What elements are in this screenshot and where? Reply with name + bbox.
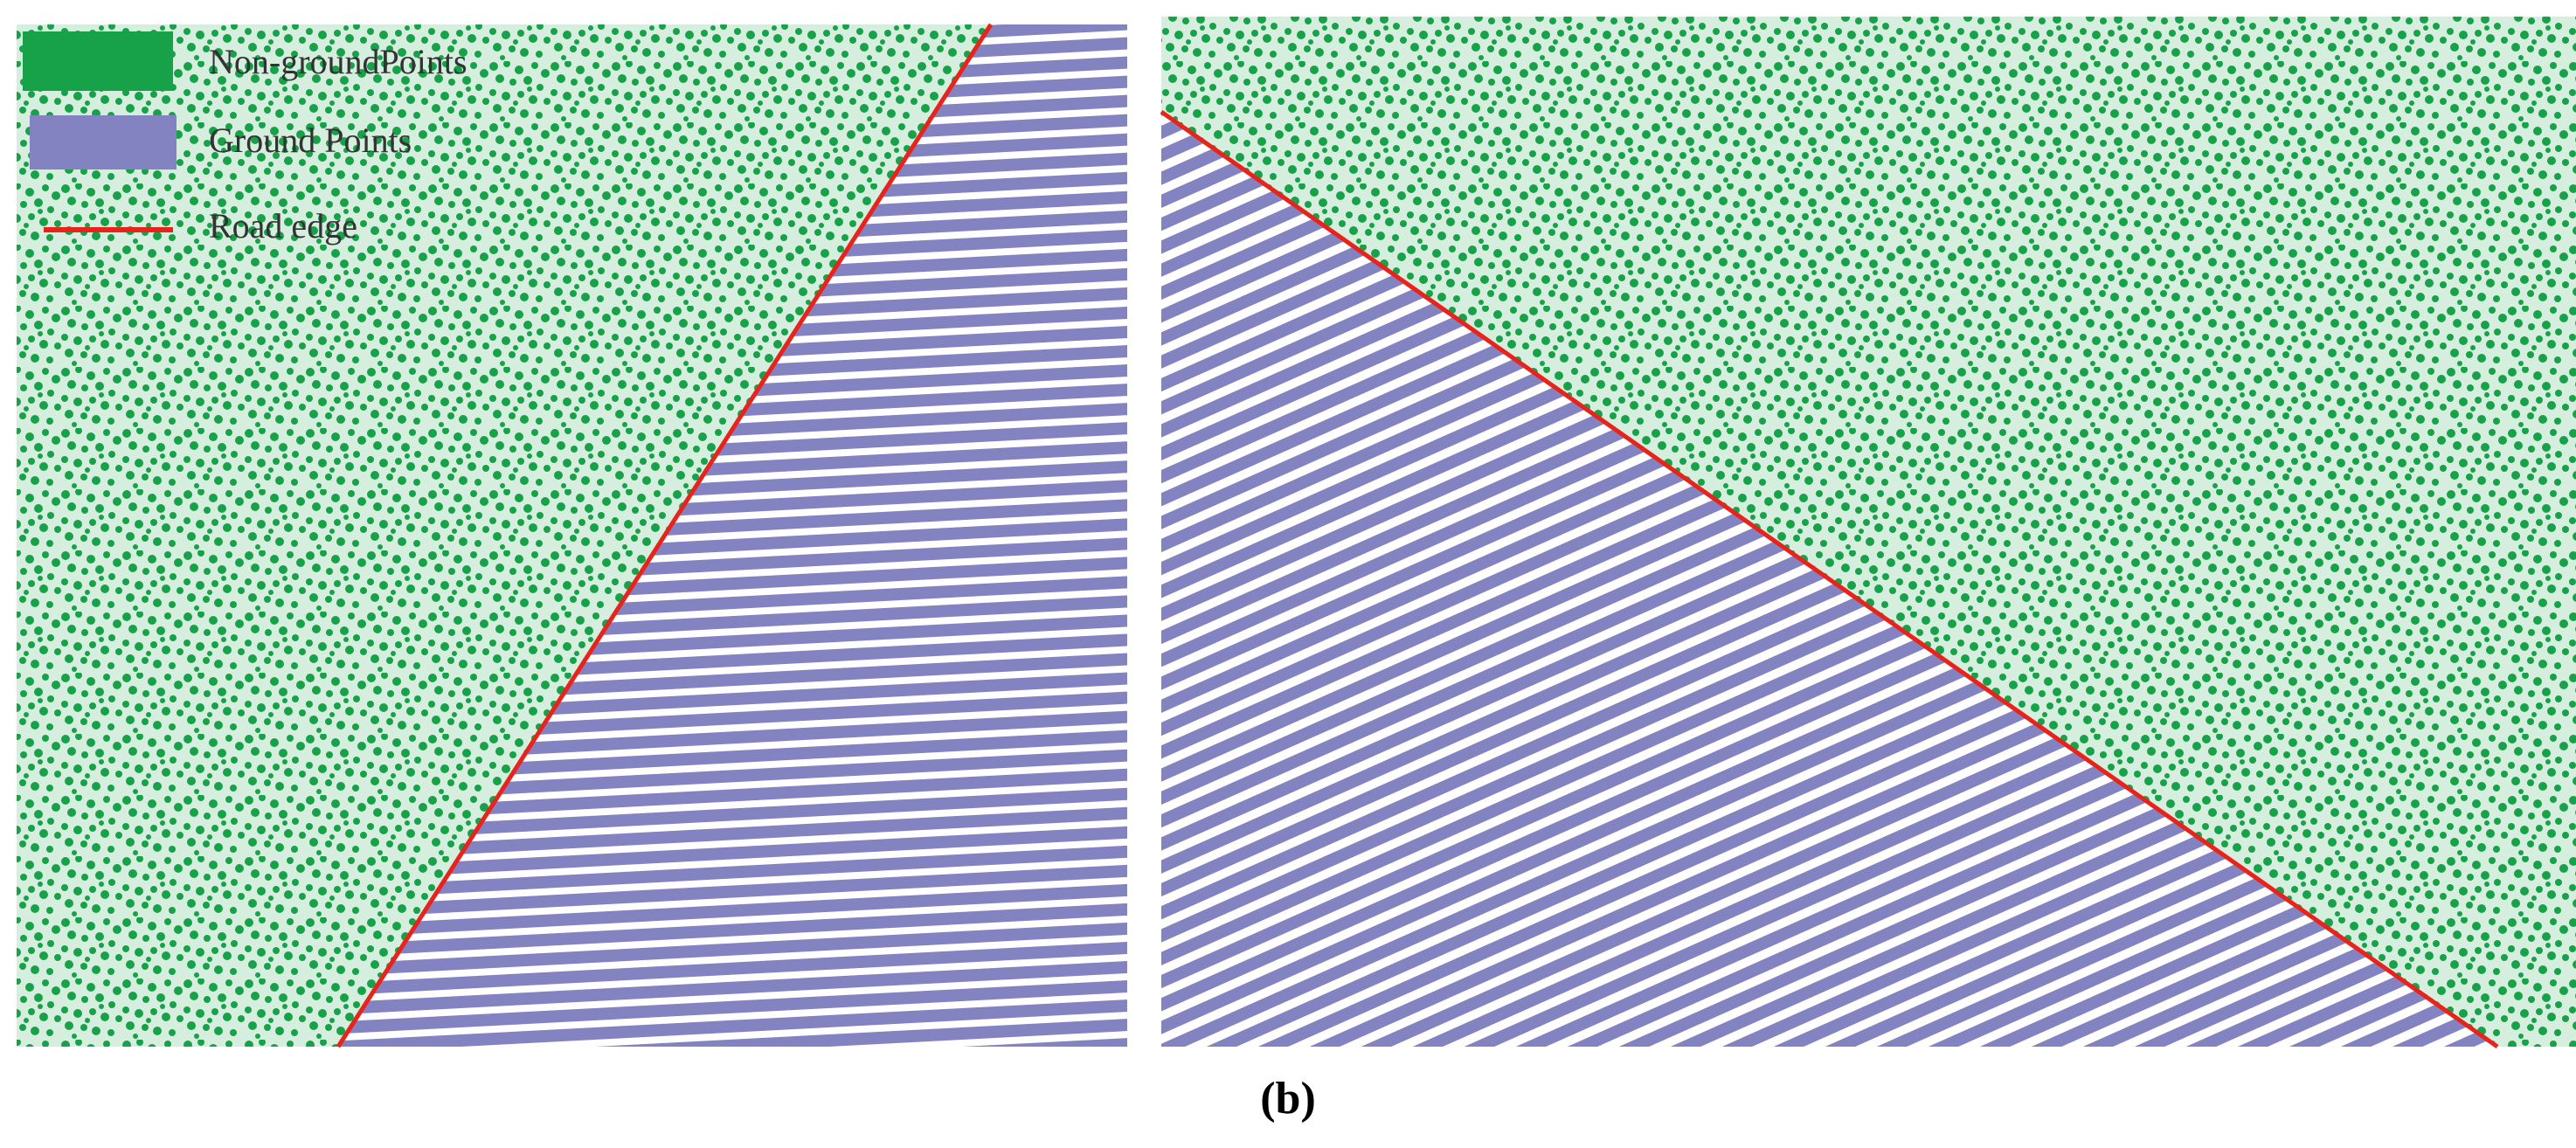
right-panel (1160, 17, 2576, 1049)
road-edge (336, 23, 994, 1048)
legend-swatch-purple (30, 115, 177, 169)
road-edge (1160, 109, 2499, 1049)
ground-region (338, 24, 1127, 1047)
legend-label: Road edge (209, 206, 357, 246)
left-panel: Non-groundPoints Ground Points Road edge (17, 23, 1127, 1048)
legend-label: Ground Points (209, 121, 412, 160)
caption: (b) (1260, 1074, 1316, 1124)
legend-label: Non-groundPoints (209, 42, 467, 81)
non-ground-region (17, 24, 991, 1047)
legend-swatch-green (23, 31, 173, 91)
non-ground-region (1161, 17, 2576, 1047)
